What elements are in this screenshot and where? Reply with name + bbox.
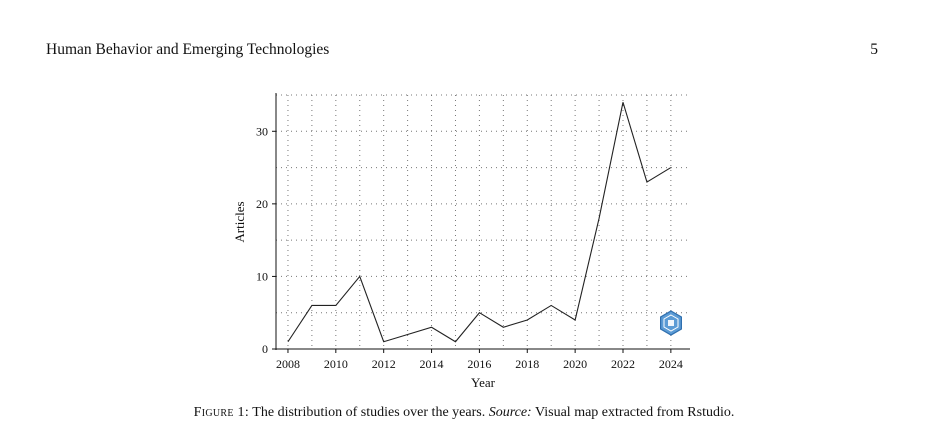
y-tick-label: 0 bbox=[262, 342, 268, 356]
x-tick-label: 2020 bbox=[563, 357, 587, 371]
x-tick-label: 2012 bbox=[372, 357, 396, 371]
figure-caption: Figure 1: The distribution of studies ov… bbox=[0, 405, 928, 421]
rstudio-hex-logo-icon bbox=[660, 310, 682, 336]
x-tick-label: 2010 bbox=[324, 357, 348, 371]
chart-ticks: 2008 2010 2012 2014 2016 2018 2020 2022 2024 0 10 2… bbox=[256, 124, 683, 371]
x-tick-label: 2014 bbox=[420, 357, 444, 371]
y-axis-label: Articles bbox=[232, 201, 247, 242]
chart-axes bbox=[275, 93, 690, 350]
page-number: 5 bbox=[870, 41, 878, 58]
figure-source-text: Visual map extracted from Rstudio. bbox=[534, 405, 735, 420]
chart-series bbox=[287, 102, 672, 343]
x-tick-label: 2018 bbox=[515, 357, 539, 371]
y-tick-label: 30 bbox=[256, 124, 268, 138]
figure-source-label: Source: bbox=[488, 405, 532, 420]
x-tick-label: 2008 bbox=[276, 357, 300, 371]
line-chart: 2008 2010 2012 2014 2016 2018 2020 2022 2024 0 10 2… bbox=[232, 93, 690, 390]
chart-grid bbox=[276, 94, 690, 349]
y-tick-label: 20 bbox=[256, 197, 268, 211]
x-tick-label: 2022 bbox=[611, 357, 635, 371]
figure-label: Figure 1: bbox=[193, 405, 250, 420]
figure-caption-text: The distribution of studies over the yea… bbox=[252, 405, 486, 420]
x-tick-label: 2016 bbox=[467, 357, 491, 371]
running-head-title: Human Behavior and Emerging Technologies bbox=[46, 41, 330, 58]
x-axis-label: Year bbox=[471, 375, 496, 390]
x-tick-label: 2024 bbox=[659, 357, 683, 371]
y-tick-label: 10 bbox=[256, 269, 268, 283]
